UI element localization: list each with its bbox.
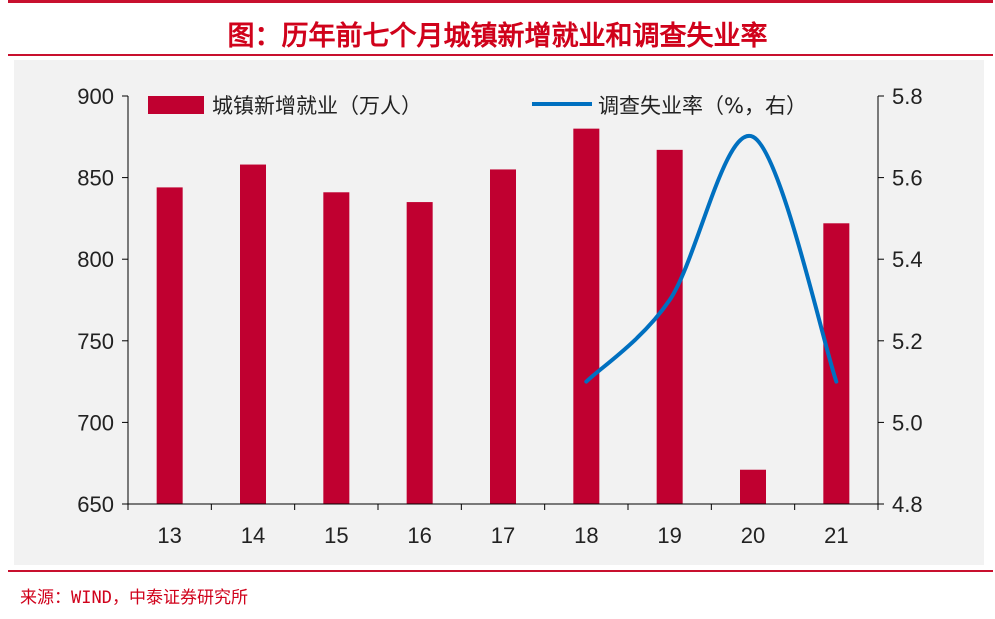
line-unemployment-rate xyxy=(584,134,839,384)
x-tick-label-20: 20 xyxy=(741,523,765,548)
y-tick-label-right-5.8: 5.8 xyxy=(892,84,923,109)
bar-21 xyxy=(823,223,850,504)
bar-19 xyxy=(656,149,683,504)
legend-label-bar: 城镇新增就业（万人） xyxy=(212,94,422,118)
x-tick-label-17: 17 xyxy=(491,523,515,548)
title-rule xyxy=(8,54,993,56)
legend-label-line: 调查失业率（%，右） xyxy=(598,94,807,118)
x-tick-label-21: 21 xyxy=(824,523,848,548)
y-tick-label-left-850: 850 xyxy=(77,166,114,191)
x-tick-label-19: 19 xyxy=(657,523,681,548)
y-tick-label-left-700: 700 xyxy=(77,410,114,435)
bar-14 xyxy=(240,164,266,504)
bar-15 xyxy=(323,192,350,504)
x-tick-label-18: 18 xyxy=(574,523,598,548)
bar-17 xyxy=(490,169,516,504)
y-tick-label-right-5.6: 5.6 xyxy=(892,166,923,191)
source-note: 来源：WIND，中泰证券研究所 xyxy=(20,588,248,608)
x-tick-label-13: 13 xyxy=(157,523,181,548)
bar-20 xyxy=(740,469,766,504)
y-tick-label-right-5.4: 5.4 xyxy=(892,247,923,272)
y-tick-label-left-900: 900 xyxy=(77,84,114,109)
bottom-rule xyxy=(8,570,993,572)
y-tick-label-left-750: 750 xyxy=(77,329,114,354)
chart-title: 图：历年前七个月城镇新增就业和调查失业率 xyxy=(227,21,768,52)
y-tick-label-right-5.0: 5.0 xyxy=(892,410,923,435)
y-tick-label-right-4.8: 4.8 xyxy=(892,492,923,517)
x-tick-label-14: 14 xyxy=(241,523,265,548)
top-rule xyxy=(8,0,993,3)
x-tick-label-16: 16 xyxy=(407,523,431,548)
y-tick-label-right-5.2: 5.2 xyxy=(892,329,923,354)
x-tick-label-15: 15 xyxy=(324,523,348,548)
y-tick-label-left-800: 800 xyxy=(77,247,114,272)
bar-13 xyxy=(156,187,183,504)
bar-18 xyxy=(573,128,600,504)
legend-swatch-bar xyxy=(148,96,204,114)
y-tick-label-left-650: 650 xyxy=(77,492,114,517)
bar-16 xyxy=(406,202,433,504)
